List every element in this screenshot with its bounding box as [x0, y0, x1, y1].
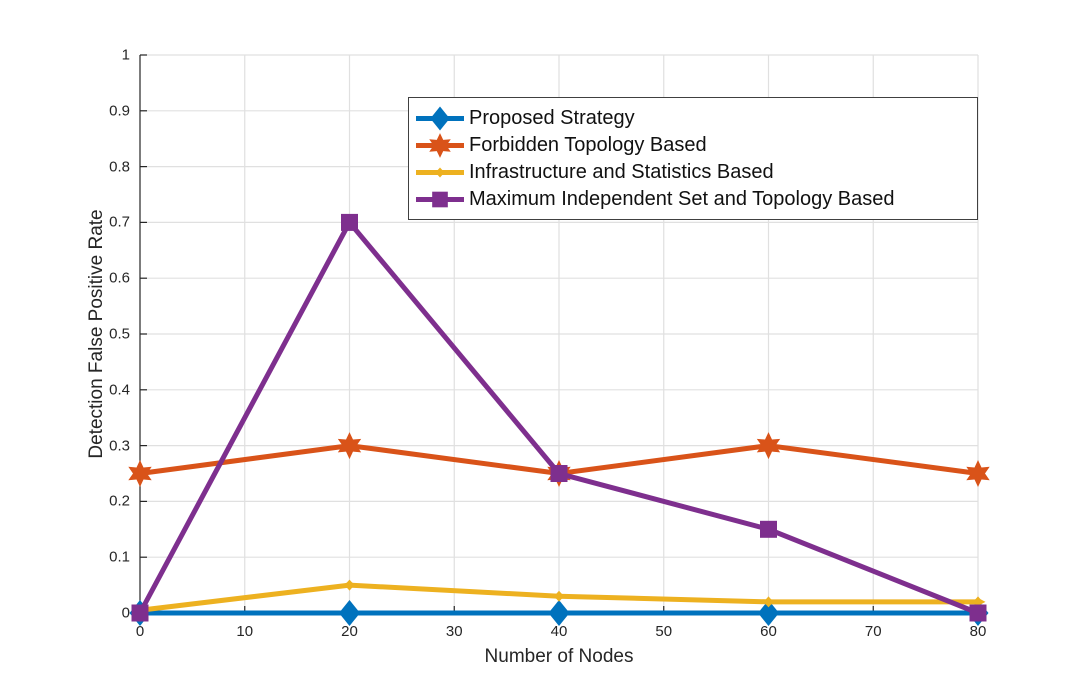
y-tick-label: 0.3 — [109, 437, 130, 455]
y-tick-label: 0.5 — [109, 325, 130, 343]
hexagram-marker — [756, 432, 781, 460]
x-tick-label: 40 — [550, 623, 568, 640]
y-tick-label: 0.8 — [109, 158, 130, 176]
legend-label: Forbidden Topology Based — [469, 133, 707, 156]
x-tick-label: 50 — [655, 623, 673, 640]
y-tick-label: 0.2 — [109, 492, 130, 510]
x-tick-label: 60 — [760, 623, 777, 640]
diamond-marker — [339, 600, 360, 626]
hexagram-marker — [128, 460, 152, 487]
legend-item-1: Forbidden Topology Based — [414, 132, 977, 159]
y-tick-label: 0.1 — [109, 548, 130, 566]
y-tick-label: 0.6 — [109, 269, 130, 287]
legend-swatch — [416, 191, 464, 207]
diamond-marker — [758, 600, 779, 626]
x-tick-label: 20 — [341, 623, 358, 640]
legend-label: Maximum Independent Set and Topology Bas… — [469, 187, 895, 210]
x-axis-label: Number of Nodes — [484, 646, 634, 667]
square-marker — [131, 604, 149, 622]
legend-swatch — [416, 166, 464, 178]
x-tick-label: 10 — [236, 623, 254, 640]
diamond-marker — [430, 106, 450, 130]
hexagram-marker — [337, 432, 362, 460]
square-marker — [760, 520, 777, 538]
legend-item-3: Maximum Independent Set and Topology Bas… — [414, 186, 977, 213]
y-tick-label: 1 — [121, 46, 130, 64]
legend-item-0: Proposed Strategy — [414, 105, 977, 132]
x-tick-label: 70 — [864, 623, 882, 640]
square-marker — [969, 604, 987, 622]
x-tick-label: 0 — [135, 623, 145, 640]
star4-marker — [970, 596, 986, 608]
hexagram-marker — [966, 460, 990, 487]
legend-swatch — [416, 106, 464, 130]
square-marker — [550, 465, 568, 482]
legend-item-2: Infrastructure and Statistics Based — [414, 159, 977, 186]
y-tick-label: 0.9 — [109, 102, 130, 120]
legend-label: Proposed Strategy — [469, 106, 635, 129]
y-tick-label: 0.7 — [109, 213, 130, 231]
star4-marker — [551, 590, 567, 602]
y-tick-label: 0.4 — [109, 381, 130, 399]
square-marker — [432, 191, 448, 207]
hexagram-marker — [429, 132, 451, 158]
diamond-marker — [548, 600, 570, 626]
star4-marker — [433, 166, 447, 178]
x-tick-label: 30 — [445, 623, 463, 640]
x-tick-label: 80 — [969, 623, 987, 640]
series-3 — [131, 213, 987, 622]
star4-marker — [342, 579, 357, 591]
y-tick-label: 0 — [121, 604, 130, 622]
star4-marker — [761, 596, 776, 608]
legend-label: Infrastructure and Statistics Based — [469, 160, 774, 183]
square-marker — [341, 213, 358, 231]
legend: Proposed Strategy Forbidden Topology Base… — [408, 97, 978, 220]
legend-swatch — [416, 132, 464, 158]
